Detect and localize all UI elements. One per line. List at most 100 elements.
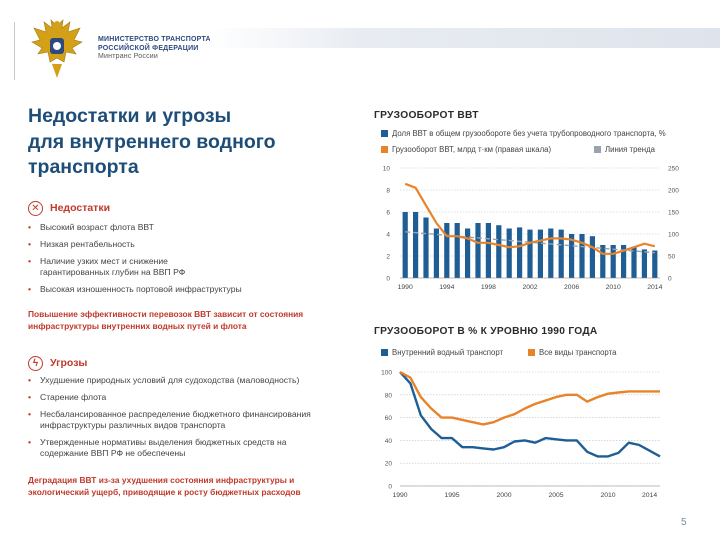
list-item: Несбалансированное распределение бюджетн… [28, 409, 340, 431]
freight-index-chart: 0 20 40 60 80 100 1990 1995 2000 2005 2010 2014 [381, 370, 661, 499]
y-right-tick-label: 50 [668, 254, 676, 261]
y-right-tick-label: 100 [668, 232, 679, 239]
bar [579, 234, 585, 278]
x-tick-label: 2005 [548, 492, 563, 499]
y-left-tick-label: 10 [383, 166, 391, 173]
series-line-2 [399, 370, 660, 426]
ministry-name: МИНИСТЕРСТВО ТРАНСПОРТА РОССИЙСКОЙ ФЕДЕР… [98, 36, 211, 62]
y-right-tick-label: 250 [668, 166, 679, 173]
header-divider [14, 22, 15, 80]
legend-swatch-orange [528, 349, 535, 356]
weaknesses-heading: Недостатки [50, 202, 111, 214]
bar [569, 234, 575, 278]
y-left-tick-label: 0 [386, 276, 390, 283]
y-left-tick-label: 4 [386, 232, 390, 239]
chart1-title: ГРУЗООБОРОТ ВВТ [374, 110, 479, 121]
legend-line-label: Грузооборот ВВТ, млрд т·км (правая шкала… [392, 145, 552, 154]
chart2-legend-series2: Все виды транспорта [528, 348, 616, 357]
chart1-legend-line: Грузооборот ВВТ, млрд т·км (правая шкала… [381, 145, 551, 154]
list-item: Наличие узких мест и снижение гарантиров… [28, 256, 220, 278]
y-right-tick-label: 200 [668, 188, 679, 195]
y-tick-label: 100 [381, 370, 392, 377]
bar [517, 227, 523, 278]
threats-note: Деградация ВВТ из-за ухудшения состояния… [28, 475, 301, 497]
legend-swatch-grey [594, 146, 601, 153]
chart1-legend-bars: Доля ВВТ в общем грузообороте без учета … [381, 129, 666, 138]
y-tick-label: 60 [385, 415, 393, 422]
chart2-title: ГРУЗООБОРОТ В % К УРОВНЮ 1990 ГОДА [374, 326, 598, 337]
y-tick-label: 0 [388, 484, 392, 491]
x-tick-label: 1990 [392, 492, 407, 499]
bar [423, 217, 429, 278]
page-number: 5 [681, 517, 687, 528]
legend-trend-label: Линия тренда [605, 145, 655, 154]
legend-bars-label: Доля ВВТ в общем грузообороте без учета … [392, 129, 666, 138]
bar [506, 228, 512, 278]
bar [485, 223, 491, 278]
chart2-legend-series1: Внутренний водный транспорт [381, 348, 503, 357]
y-right-tick-label: 150 [668, 210, 679, 217]
legend-series2-label: Все виды транспорта [539, 348, 617, 357]
bar [641, 249, 647, 278]
y-right-tick-label: 0 [668, 276, 672, 283]
bar [631, 247, 637, 278]
bar [496, 225, 502, 278]
weaknesses-list: Высокий возраст флота ВВТ Низкая рентабе… [28, 222, 348, 295]
bar [527, 229, 533, 278]
list-item: Высокая изношенность портовой инфраструк… [28, 284, 348, 295]
x-tick-label: 1990 [398, 284, 413, 291]
bar [413, 212, 419, 278]
x-tick-label: 2010 [606, 284, 621, 291]
threats-heading: Угрозы [50, 357, 88, 369]
bar [558, 229, 564, 278]
bar [465, 228, 471, 278]
legend-swatch-blue [381, 349, 388, 356]
series-line-1 [399, 371, 661, 458]
list-item: Старение флота [28, 392, 348, 403]
ministry-line2: РОССИЙСКОЙ ФЕДЕРАЦИИ [98, 44, 199, 52]
bar [475, 223, 481, 278]
weaknesses-note: Повышение эффективности перевозок ВВТ за… [28, 309, 304, 331]
legend-swatch-orange [381, 146, 388, 153]
bar [548, 228, 554, 278]
x-tick-label: 1994 [439, 284, 454, 291]
x-circle-icon: ✕ [28, 201, 43, 216]
ministry-line3: Минтранс России [98, 53, 158, 60]
list-item: Ухудшение природных условий для судоходс… [28, 375, 348, 386]
ministry-line1: МИНИСТЕРСТВО ТРАНСПОРТА [98, 36, 211, 43]
x-tick-label: 2014 [647, 284, 662, 291]
x-tick-label: 2014 [642, 492, 657, 499]
double-headed-eagle-emblem-icon [31, 19, 83, 78]
bar [537, 229, 543, 278]
freight-line [404, 182, 656, 255]
bar [589, 236, 595, 278]
x-tick-label: 1995 [444, 492, 459, 499]
bar [600, 245, 606, 278]
legend-series1-label: Внутренний водный транспорт [392, 348, 504, 357]
list-item: Утвержденные нормативы выделения бюджетн… [28, 437, 320, 459]
list-item: Высокий возраст флота ВВТ [28, 222, 348, 233]
bar [433, 228, 439, 278]
threats-list: Ухудшение природных условий для судоходс… [28, 375, 348, 459]
y-left-tick-label: 8 [386, 188, 390, 195]
x-tick-label: 1998 [481, 284, 496, 291]
y-tick-label: 20 [385, 461, 393, 468]
bar [402, 212, 408, 278]
bar [444, 223, 450, 278]
page-title: Недостатки и угрозы для внутреннего водн… [28, 104, 358, 181]
title-line2: для внутреннего водного [28, 130, 276, 153]
bar [652, 250, 658, 278]
x-tick-label: 2002 [522, 284, 537, 291]
title-line3: транспорта [28, 156, 139, 178]
x-tick-label: 2006 [564, 284, 579, 291]
list-item: Низкая рентабельность [28, 239, 348, 250]
title-line1: Недостатки и угрозы [28, 105, 232, 127]
bar [610, 245, 616, 278]
legend-swatch-blue [381, 130, 388, 137]
y-tick-label: 40 [385, 438, 393, 445]
header-band [210, 28, 720, 48]
lightning-circle-icon: ϟ [28, 356, 43, 371]
chart1-legend-trend: Линия тренда [594, 145, 655, 154]
x-tick-label: 2000 [496, 492, 511, 499]
